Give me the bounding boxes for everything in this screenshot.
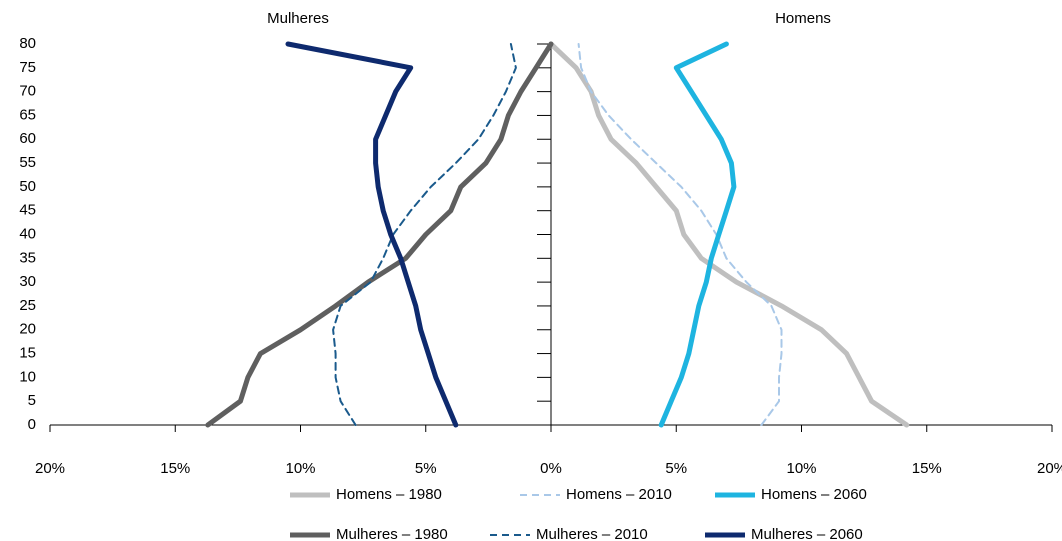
y-tick-label: 65 — [19, 106, 36, 123]
x-tick-label: 10% — [285, 460, 315, 477]
panel-title: Homens — [775, 10, 831, 27]
x-tick-label: 5% — [665, 460, 687, 477]
y-tick-label: 80 — [19, 35, 36, 52]
y-tick-label: 60 — [19, 130, 36, 147]
legend-label: Homens – 1980 — [336, 486, 442, 503]
legend-label: Mulheres – 1980 — [336, 526, 448, 541]
y-tick-label: 0 — [28, 416, 36, 433]
panel-title: Mulheres — [267, 10, 329, 27]
series-line — [548, 41, 910, 428]
y-tick-label: 55 — [19, 154, 36, 171]
x-tick-label: 20% — [1037, 460, 1062, 477]
y-tick-label: 5 — [28, 392, 36, 409]
series-line — [577, 43, 783, 426]
y-tick-label: 50 — [19, 178, 36, 195]
y-tick-label: 20 — [19, 321, 36, 338]
y-tick-label: 35 — [19, 249, 36, 266]
y-tick-label: 10 — [19, 368, 36, 385]
series-line — [658, 41, 737, 428]
legend-label: Homens – 2010 — [566, 486, 672, 503]
y-tick-label: 40 — [19, 225, 36, 242]
x-tick-label: 0% — [540, 460, 562, 477]
legend-label: Mulheres – 2060 — [751, 526, 863, 541]
y-tick-label: 25 — [19, 297, 36, 314]
y-tick-label: 45 — [19, 202, 36, 219]
legend-label: Homens – 2060 — [761, 486, 867, 503]
x-tick-label: 10% — [786, 460, 816, 477]
y-tick-label: 70 — [19, 83, 36, 100]
x-tick-label: 15% — [912, 460, 942, 477]
series-line — [205, 41, 554, 428]
series-line — [285, 41, 459, 428]
x-tick-label: 5% — [415, 460, 437, 477]
y-tick-label: 30 — [19, 273, 36, 290]
legend-label: Mulheres – 2010 — [536, 526, 648, 541]
x-tick-label: 20% — [35, 460, 65, 477]
y-tick-label: 15 — [19, 345, 36, 362]
x-tick-label: 15% — [160, 460, 190, 477]
y-tick-label: 75 — [19, 59, 36, 76]
